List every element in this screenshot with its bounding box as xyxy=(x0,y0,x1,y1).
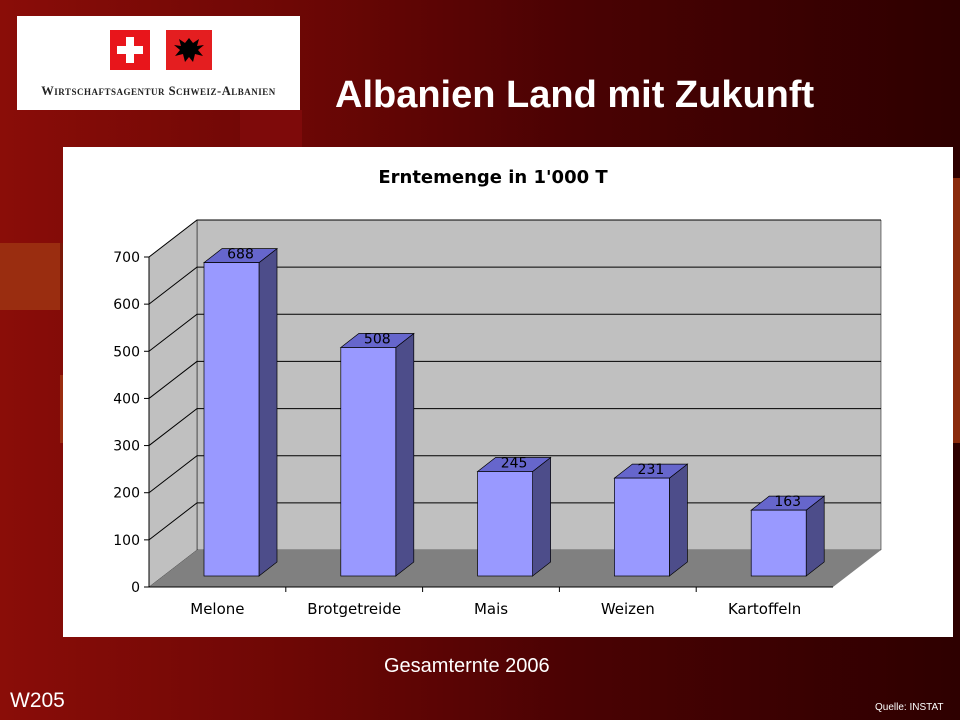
bar-chart: Erntemenge in 1'000 T 0 100 200 300 400 500 60… xyxy=(113,167,882,618)
gridline xyxy=(148,266,881,305)
gridline xyxy=(148,219,881,258)
x-tick-label: Mais xyxy=(474,600,508,618)
y-tick-label: 700 xyxy=(113,250,140,266)
background-block xyxy=(240,110,302,150)
bar-side xyxy=(532,456,551,577)
gridline xyxy=(148,455,881,494)
logo-text: Wirtschaftsagentur Schweiz-Albanien xyxy=(41,84,276,98)
chart-caption: Gesamternte 2006 xyxy=(384,655,550,677)
data-label: 245 xyxy=(501,456,528,472)
data-label: 688 xyxy=(227,247,254,263)
slide-code: W205 xyxy=(10,689,65,712)
y-tick-label: 100 xyxy=(113,533,140,549)
y-tick-label: 300 xyxy=(113,439,140,455)
chart-title: Erntemenge in 1'000 T xyxy=(378,167,608,188)
logo: Wirtschaftsagentur Schweiz-Albanien xyxy=(17,16,300,110)
bar xyxy=(203,262,260,577)
bar xyxy=(477,471,533,577)
y-tick-label: 500 xyxy=(113,344,140,360)
background-block xyxy=(0,243,60,310)
y-tick-label: 600 xyxy=(113,297,140,313)
gridline xyxy=(148,360,881,399)
chart-panel: Erntemenge in 1'000 T 0 100 200 300 400 500 60… xyxy=(63,147,953,637)
y-tick-label: 200 xyxy=(113,486,140,502)
x-tick-label: Melone xyxy=(190,600,244,618)
data-label: 231 xyxy=(638,462,665,478)
x-tick-label: Weizen xyxy=(601,600,655,618)
bar xyxy=(340,347,397,577)
bar-side xyxy=(669,463,688,577)
bar-side xyxy=(258,247,278,577)
bar-side xyxy=(395,332,415,577)
bar xyxy=(614,477,670,577)
source-note: Quelle: INSTAT xyxy=(875,702,944,713)
data-label: 163 xyxy=(774,494,801,510)
chart-side-wall xyxy=(148,219,198,588)
x-tick-label: Kartoffeln xyxy=(728,600,801,618)
gridline xyxy=(148,408,881,446)
x-tick-label: Brotgetreide xyxy=(307,600,401,618)
y-tick-label: 0 xyxy=(131,580,140,596)
bar xyxy=(750,509,807,577)
y-tick-label: 400 xyxy=(113,391,140,407)
slide-title: Albanien Land mit Zukunft xyxy=(335,74,815,116)
swiss-flag-icon xyxy=(110,30,150,70)
albanian-flag-icon xyxy=(166,30,212,70)
data-label: 508 xyxy=(364,332,391,348)
gridline xyxy=(148,313,881,352)
